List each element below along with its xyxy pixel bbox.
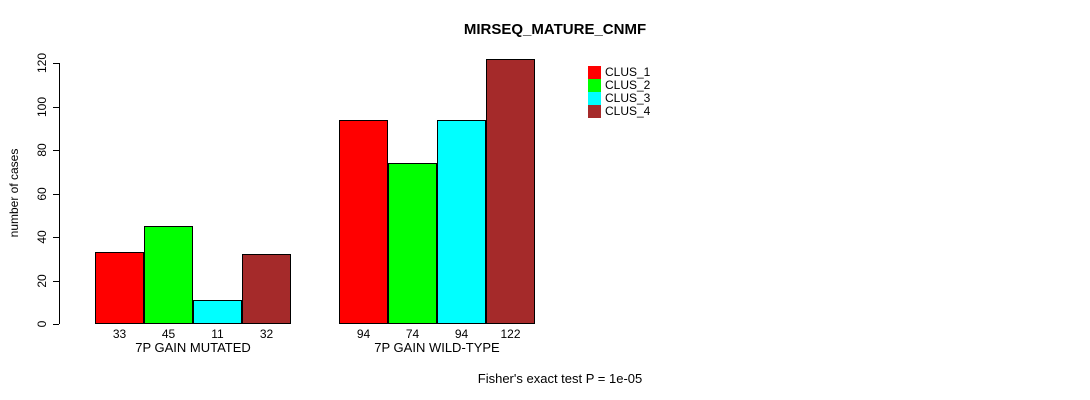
y-axis-label: number of cases <box>7 148 21 238</box>
bar-value-label: 32 <box>259 327 274 341</box>
group-label: 7P GAIN WILD-TYPE <box>374 340 500 355</box>
bar-value-label: 45 <box>161 327 176 341</box>
y-tick-mark <box>53 280 59 282</box>
legend-swatch-clus_1 <box>588 66 601 79</box>
legend-swatch-clus_4 <box>588 105 601 118</box>
bar-clus_1 <box>339 120 388 324</box>
y-tick-label: 20 <box>35 273 49 288</box>
y-tick-mark <box>53 237 59 238</box>
chart-title: MIRSEQ_MATURE_CNMF <box>463 21 647 38</box>
y-tick-mark <box>53 324 59 325</box>
bar-clus_4 <box>486 59 535 324</box>
bar-value-label: 94 <box>454 327 469 341</box>
y-tick-mark <box>53 150 59 151</box>
footnote-fishers-test: Fisher's exact test P = 1e-05 <box>477 371 643 386</box>
y-tick-label: 80 <box>35 143 49 157</box>
y-axis-line <box>59 63 60 324</box>
legend-row: CLUS_4 <box>588 105 650 118</box>
y-tick-label: 60 <box>35 186 49 201</box>
bar-value-label: 122 <box>500 327 521 341</box>
bar-clus_4 <box>242 254 291 324</box>
y-tick-mark <box>53 63 59 64</box>
y-tick-mark <box>53 106 59 108</box>
legend-row: CLUS_1 <box>588 66 650 79</box>
bar-clus_2 <box>388 163 437 324</box>
y-tick-label: 100 <box>35 96 49 117</box>
bar-value-label: 33 <box>112 327 127 341</box>
legend-swatch-clus_3 <box>588 92 601 105</box>
bar-value-label: 94 <box>356 327 371 341</box>
legend-label: CLUS_4 <box>605 104 651 118</box>
bar-clus_3 <box>437 120 486 324</box>
group-label: 7P GAIN MUTATED <box>135 340 251 355</box>
y-tick-label: 0 <box>35 320 49 328</box>
bar-clus_3 <box>193 300 242 324</box>
legend: CLUS_1 CLUS_2 CLUS_3 CLUS_4 <box>588 66 650 118</box>
y-tick-mark <box>53 193 59 195</box>
bar-value-label: 74 <box>405 327 420 341</box>
bar-value-label: 11 <box>211 327 224 341</box>
legend-label: CLUS_1 <box>605 65 651 79</box>
y-tick-label: 40 <box>35 230 49 244</box>
legend-swatch-clus_2 <box>588 79 601 92</box>
legend-label: CLUS_2 <box>605 78 651 92</box>
legend-label: CLUS_3 <box>605 91 651 105</box>
legend-row: CLUS_2 <box>588 79 650 92</box>
legend-row: CLUS_3 <box>588 92 650 105</box>
bar-clus_2 <box>144 226 193 324</box>
bar-clus_1 <box>95 252 144 324</box>
y-tick-label: 120 <box>35 52 49 74</box>
